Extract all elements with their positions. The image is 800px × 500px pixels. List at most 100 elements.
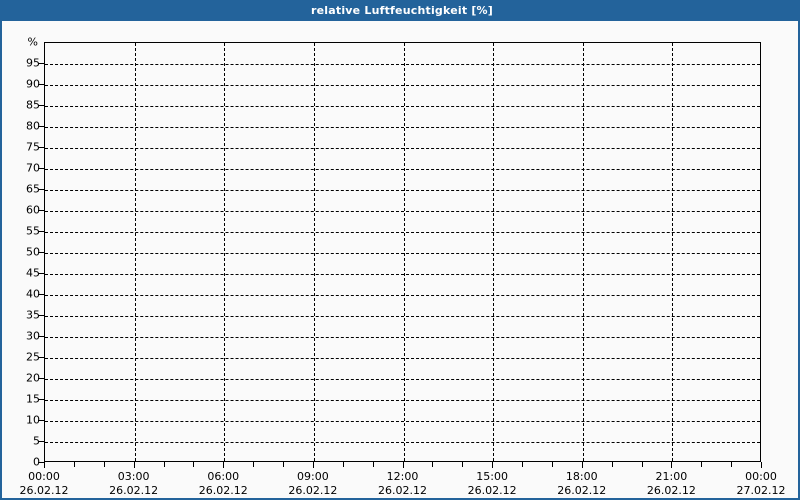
vertical-gridline xyxy=(493,43,495,461)
y-axis-tick-label: 10 xyxy=(26,413,40,427)
y-axis-tick-mark xyxy=(38,147,44,148)
y-axis-tick-mark xyxy=(38,273,44,274)
y-axis-tick-mark xyxy=(38,105,44,106)
x-axis-tick-date: 26.02.12 xyxy=(198,484,248,497)
y-axis-tick-mark xyxy=(38,126,44,127)
x-axis-minor-tick-mark xyxy=(342,462,344,467)
plot-area[interactable] xyxy=(44,42,761,462)
chart-title-bar: relative Luftfeuchtigkeit [%] xyxy=(2,0,798,21)
x-axis-tick-time: 12:00 xyxy=(386,470,419,483)
vertical-gridline xyxy=(403,43,405,461)
y-axis-labels: 95 90 85 80 75 70 65 60 55 50 45 40 35 30 25 20 15 10 5 0 xyxy=(2,42,40,469)
x-axis-tick-label: 09:00 26.02.12 xyxy=(268,470,358,498)
y-axis-tick-label: 35 xyxy=(26,308,40,322)
horizontal-gridline xyxy=(45,253,760,254)
x-axis-minor-tick-mark xyxy=(253,462,255,467)
x-axis-tick-label: 12:00 26.02.12 xyxy=(358,470,448,498)
x-axis-tick-mark xyxy=(312,462,314,468)
x-axis-minor-tick-mark xyxy=(283,462,284,467)
y-axis-tick-label: 90 xyxy=(26,77,40,91)
vertical-gridline xyxy=(224,43,226,461)
x-axis-minor-tick-mark xyxy=(462,462,464,467)
x-axis-tick-label: 21:00 26.02.12 xyxy=(626,470,716,498)
horizontal-gridline xyxy=(45,316,760,317)
horizontal-gridline xyxy=(45,337,760,338)
vertical-gridline xyxy=(672,43,674,461)
x-axis-tick-mark xyxy=(44,462,45,468)
x-axis-tick-label: 00:00 27.02.12 xyxy=(716,470,798,498)
x-axis-tick-label: 00:00 26.02.12 xyxy=(2,470,89,498)
x-axis-minor-tick-mark xyxy=(103,462,105,467)
y-axis-tick-mark xyxy=(38,399,44,400)
x-axis-tick-date: 26.02.12 xyxy=(378,484,427,497)
x-axis-tick-time: 00:00 xyxy=(28,470,60,483)
y-axis-tick-mark xyxy=(38,168,44,169)
horizontal-gridline xyxy=(45,379,760,380)
y-axis-unit-label: % xyxy=(27,35,38,49)
y-axis-tick-mark xyxy=(38,441,44,442)
x-axis-ticks xyxy=(44,462,762,469)
x-axis-minor-tick-mark xyxy=(372,462,374,467)
vertical-gridline xyxy=(134,43,136,461)
horizontal-gridline xyxy=(45,274,760,275)
y-axis-tick-label: 60 xyxy=(26,203,40,217)
horizontal-gridline xyxy=(45,421,760,422)
x-axis-minor-tick-mark xyxy=(611,462,613,467)
y-axis-tick-mark xyxy=(38,189,44,190)
horizontal-gridline xyxy=(45,190,760,191)
x-axis-tick-mark xyxy=(133,462,135,468)
vertical-gridline xyxy=(313,43,315,461)
x-axis-tick-time: 21:00 xyxy=(655,470,688,483)
y-axis-tick-label: 5 xyxy=(33,434,40,448)
x-axis-minor-tick-mark xyxy=(193,462,195,467)
y-axis-tick-label: 15 xyxy=(26,392,40,406)
x-axis-tick-label: 06:00 26.02.12 xyxy=(178,470,268,498)
y-axis-tick-mark xyxy=(38,357,44,358)
x-axis-minor-tick-mark xyxy=(432,462,434,467)
x-axis-tick-date: 26.02.12 xyxy=(557,484,607,497)
x-axis-tick-date: 26.02.12 xyxy=(109,484,159,497)
x-axis-tick-mark xyxy=(761,462,762,468)
x-axis-tick-date: 26.02.12 xyxy=(467,484,517,497)
x-axis-labels: 00:00 26.02.12 03:00 26.02.12 06:00 26.02.12 0… xyxy=(20,470,786,498)
x-axis-tick-mark xyxy=(402,462,404,468)
horizontal-gridline xyxy=(45,400,760,401)
horizontal-gridline xyxy=(45,169,760,170)
x-axis-tick-date: 26.02.12 xyxy=(646,484,696,497)
x-axis-tick-label: 18:00 26.02.12 xyxy=(537,470,627,498)
x-axis-minor-tick-mark xyxy=(641,462,643,467)
y-axis-tick-mark xyxy=(38,63,44,64)
y-axis-tick-label: 75 xyxy=(26,140,40,154)
y-axis-tick-mark xyxy=(38,252,44,253)
x-axis-tick-date: 26.02.12 xyxy=(19,484,69,497)
y-axis-tick-label: 45 xyxy=(26,266,40,280)
x-axis-tick-mark xyxy=(492,462,494,468)
plot-wrapper: % 95 90 85 80 75 70 65 60 55 50 45 40 35 30 25 20 15 10 5 0… xyxy=(2,21,798,498)
x-axis-tick-date: 26.02.12 xyxy=(288,484,338,497)
y-axis-tick-label: 0 xyxy=(33,455,40,469)
y-axis-tick-mark xyxy=(38,231,44,232)
x-axis-tick-mark xyxy=(671,462,673,468)
x-axis-tick-time: 15:00 xyxy=(476,470,508,483)
horizontal-gridline xyxy=(45,148,760,149)
y-axis-tick-mark xyxy=(38,210,44,211)
y-axis-tick-label: 70 xyxy=(26,161,40,175)
x-axis-minor-tick-mark xyxy=(731,462,733,467)
x-axis-tick-time: 00:00 xyxy=(745,470,777,483)
y-axis-tick-label: 65 xyxy=(26,182,40,196)
y-axis-tick-label: 85 xyxy=(26,98,40,112)
y-axis-tick-mark xyxy=(38,378,44,379)
y-axis-tick-mark xyxy=(38,294,44,295)
x-axis-tick-mark xyxy=(223,462,225,468)
y-axis-tick-mark xyxy=(38,336,44,337)
y-axis-tick-mark xyxy=(38,315,44,316)
horizontal-gridline xyxy=(45,232,760,233)
horizontal-gridline xyxy=(45,127,760,128)
x-axis-tick-time: 03:00 xyxy=(117,470,150,483)
horizontal-gridline xyxy=(45,211,760,212)
y-axis-tick-label: 20 xyxy=(26,371,40,385)
y-axis-ticks xyxy=(2,42,44,463)
horizontal-gridline xyxy=(45,85,760,86)
x-axis-minor-tick-mark xyxy=(701,462,703,467)
vertical-gridline xyxy=(582,43,584,461)
